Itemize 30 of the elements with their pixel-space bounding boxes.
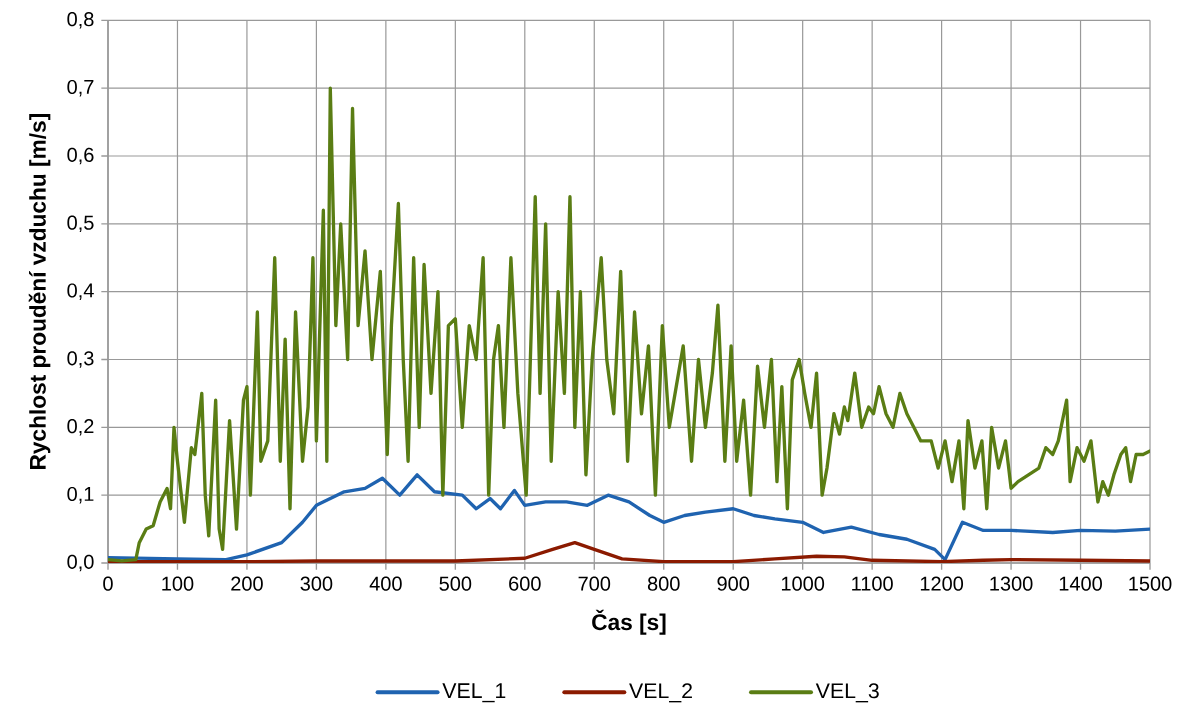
y-tick-label: 0,5 — [67, 215, 94, 233]
y-tick-label: 0,4 — [67, 283, 94, 300]
y-tick-label: 0,6 — [67, 147, 94, 165]
y-tick-label: 0,1 — [67, 486, 94, 504]
y-tick-label: 0,0 — [67, 554, 94, 572]
y-tick-label: 0,3 — [67, 351, 94, 368]
x-tick-label: 200 — [231, 576, 263, 591]
x-tick-label: 600 — [509, 576, 541, 591]
x-tick-label: 500 — [439, 576, 472, 591]
x-axis-title: Čas [s] — [592, 609, 666, 635]
legend-label: VEL_2 — [629, 683, 692, 703]
legend-label: VEL_1 — [442, 683, 506, 703]
x-tick-label: 1300 — [990, 576, 1033, 591]
y-tick-label: 0,7 — [67, 79, 94, 97]
x-tick-label: 300 — [300, 576, 333, 591]
x-tick-label: 1200 — [920, 576, 964, 591]
x-tick-label: 1100 — [852, 576, 893, 591]
x-tick-label: 900 — [717, 576, 750, 591]
legend-label: VEL_3 — [815, 683, 879, 703]
y-tick-label: 0,2 — [67, 419, 94, 436]
x-tick-label: 0 — [103, 576, 113, 591]
x-tick-label: 700 — [578, 576, 611, 591]
y-axis-title: Rychlost proudění vzduchu [m/s] — [28, 114, 51, 469]
x-tick-label: 400 — [369, 576, 402, 591]
x-tick-label: 1000 — [781, 576, 825, 591]
y-tick-label: 0,8 — [67, 12, 94, 29]
x-tick-label: 1500 — [1129, 576, 1172, 591]
x-tick-label: 100 — [162, 576, 194, 591]
x-tick-label: 1400 — [1059, 576, 1102, 591]
x-tick-label: 800 — [647, 576, 680, 591]
